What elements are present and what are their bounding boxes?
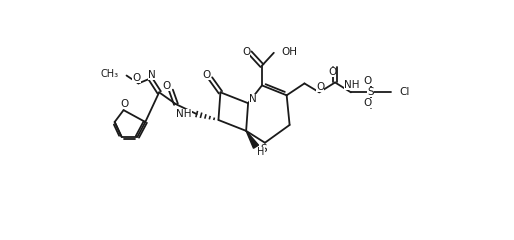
Text: NH: NH — [344, 80, 360, 90]
Text: O: O — [363, 77, 372, 86]
Text: O: O — [203, 70, 211, 79]
Text: CH₃: CH₃ — [101, 69, 119, 78]
Text: S: S — [261, 144, 267, 154]
Text: S: S — [368, 87, 374, 97]
Text: OH: OH — [282, 47, 298, 57]
Text: O: O — [120, 99, 128, 109]
Text: O: O — [162, 81, 170, 91]
Text: NH: NH — [176, 109, 192, 119]
Text: O: O — [132, 73, 140, 84]
Text: O: O — [363, 98, 372, 108]
Text: H: H — [258, 147, 265, 157]
Polygon shape — [246, 131, 259, 148]
Text: Cl: Cl — [399, 87, 410, 97]
Text: N: N — [249, 94, 257, 104]
Text: N: N — [149, 70, 156, 79]
Text: O: O — [328, 66, 336, 77]
Text: O: O — [316, 82, 324, 92]
Text: O: O — [242, 47, 250, 57]
